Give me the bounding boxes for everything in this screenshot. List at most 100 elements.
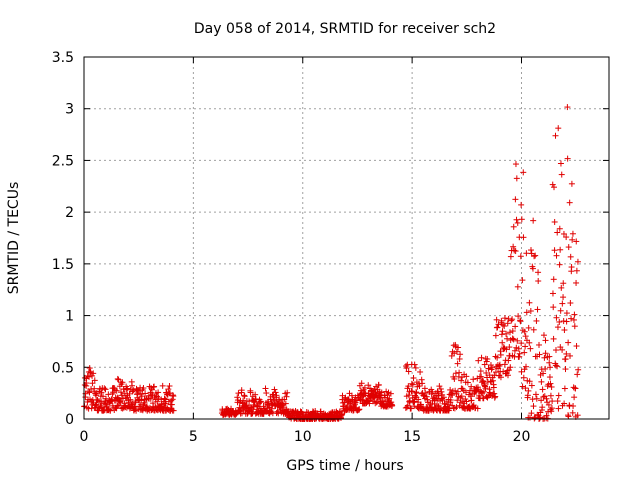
data-point bbox=[550, 304, 557, 311]
data-point bbox=[542, 365, 549, 372]
data-point bbox=[531, 253, 538, 260]
data-point bbox=[378, 389, 385, 396]
data-point bbox=[489, 364, 496, 371]
data-point bbox=[516, 350, 523, 357]
data-point bbox=[341, 399, 348, 406]
data-point bbox=[533, 317, 540, 324]
data-point bbox=[519, 277, 526, 284]
data-point bbox=[419, 380, 426, 387]
data-point bbox=[563, 350, 570, 357]
data-point bbox=[273, 392, 280, 399]
data-point bbox=[411, 398, 418, 405]
data-point bbox=[573, 279, 580, 286]
data-point bbox=[510, 243, 517, 250]
data-point bbox=[348, 392, 355, 399]
data-point bbox=[462, 389, 469, 396]
data-point bbox=[119, 379, 126, 386]
data-point bbox=[573, 267, 580, 274]
data-point bbox=[138, 393, 145, 400]
data-point bbox=[512, 248, 519, 255]
y-tick-label: 3.5 bbox=[52, 50, 74, 66]
axis-ticks: 0 5 10 15 20 0 0.5 1 1.5 2 2.5 3 3.5 bbox=[52, 50, 609, 445]
data-point bbox=[463, 398, 470, 405]
data-point bbox=[481, 361, 488, 368]
data-point bbox=[436, 383, 443, 390]
data-point bbox=[479, 377, 486, 384]
data-point bbox=[405, 383, 412, 390]
data-point bbox=[548, 408, 555, 415]
data-point bbox=[141, 400, 148, 407]
data-point bbox=[170, 393, 177, 400]
data-point bbox=[556, 225, 563, 232]
data-point bbox=[456, 369, 463, 376]
data-point bbox=[505, 367, 512, 374]
data-point bbox=[525, 387, 532, 394]
data-point bbox=[458, 377, 465, 384]
data-point bbox=[566, 199, 573, 206]
data-point bbox=[510, 336, 517, 343]
data-point bbox=[168, 401, 175, 408]
data-point bbox=[556, 261, 563, 268]
data-point bbox=[114, 402, 121, 409]
data-point bbox=[550, 276, 557, 283]
data-point bbox=[517, 253, 524, 260]
data-point bbox=[509, 335, 516, 342]
data-point bbox=[439, 397, 446, 404]
data-point bbox=[463, 373, 470, 380]
data-point bbox=[416, 383, 423, 390]
data-point bbox=[447, 397, 454, 404]
data-point bbox=[518, 340, 525, 347]
data-point bbox=[506, 329, 513, 336]
data-point bbox=[574, 258, 581, 265]
data-point bbox=[438, 388, 445, 395]
data-point bbox=[455, 344, 462, 351]
data-point bbox=[124, 385, 131, 392]
data-point bbox=[540, 393, 547, 400]
data-point bbox=[567, 300, 574, 307]
data-point bbox=[549, 290, 556, 297]
data-point bbox=[499, 328, 506, 335]
data-point bbox=[569, 236, 576, 243]
data-point bbox=[565, 244, 572, 251]
data-point bbox=[558, 284, 565, 291]
data-point bbox=[536, 351, 543, 358]
data-point bbox=[451, 375, 458, 382]
data-point bbox=[272, 389, 279, 396]
data-point bbox=[509, 316, 516, 323]
data-point bbox=[474, 384, 481, 391]
data-point bbox=[520, 169, 527, 176]
data-point bbox=[561, 400, 568, 407]
data-point bbox=[410, 374, 417, 381]
data-point bbox=[528, 247, 535, 254]
data-point bbox=[339, 410, 346, 417]
data-point bbox=[554, 398, 561, 405]
data-point bbox=[86, 389, 93, 396]
data-point bbox=[555, 405, 562, 412]
data-point bbox=[252, 395, 259, 402]
data-point bbox=[535, 278, 542, 285]
data-point bbox=[514, 219, 521, 226]
data-point bbox=[361, 384, 368, 391]
data-point bbox=[501, 323, 508, 330]
data-point bbox=[497, 351, 504, 358]
data-point bbox=[565, 413, 572, 420]
data-point bbox=[113, 387, 120, 394]
y-axis-label: SRMTID / TECUs bbox=[6, 182, 22, 295]
data-point bbox=[234, 394, 241, 401]
data-point bbox=[534, 411, 541, 418]
data-point bbox=[495, 321, 502, 328]
data-point bbox=[155, 389, 162, 396]
data-point bbox=[458, 393, 465, 400]
data-point bbox=[247, 404, 254, 411]
data-point bbox=[507, 253, 514, 260]
data-point bbox=[532, 391, 539, 398]
data-point bbox=[161, 395, 168, 402]
data-point bbox=[512, 323, 519, 330]
data-point bbox=[159, 382, 166, 389]
data-point bbox=[574, 371, 581, 378]
data-point bbox=[556, 318, 563, 325]
data-point bbox=[98, 389, 105, 396]
data-point bbox=[408, 380, 415, 387]
data-point bbox=[538, 378, 545, 385]
data-point bbox=[440, 394, 447, 401]
